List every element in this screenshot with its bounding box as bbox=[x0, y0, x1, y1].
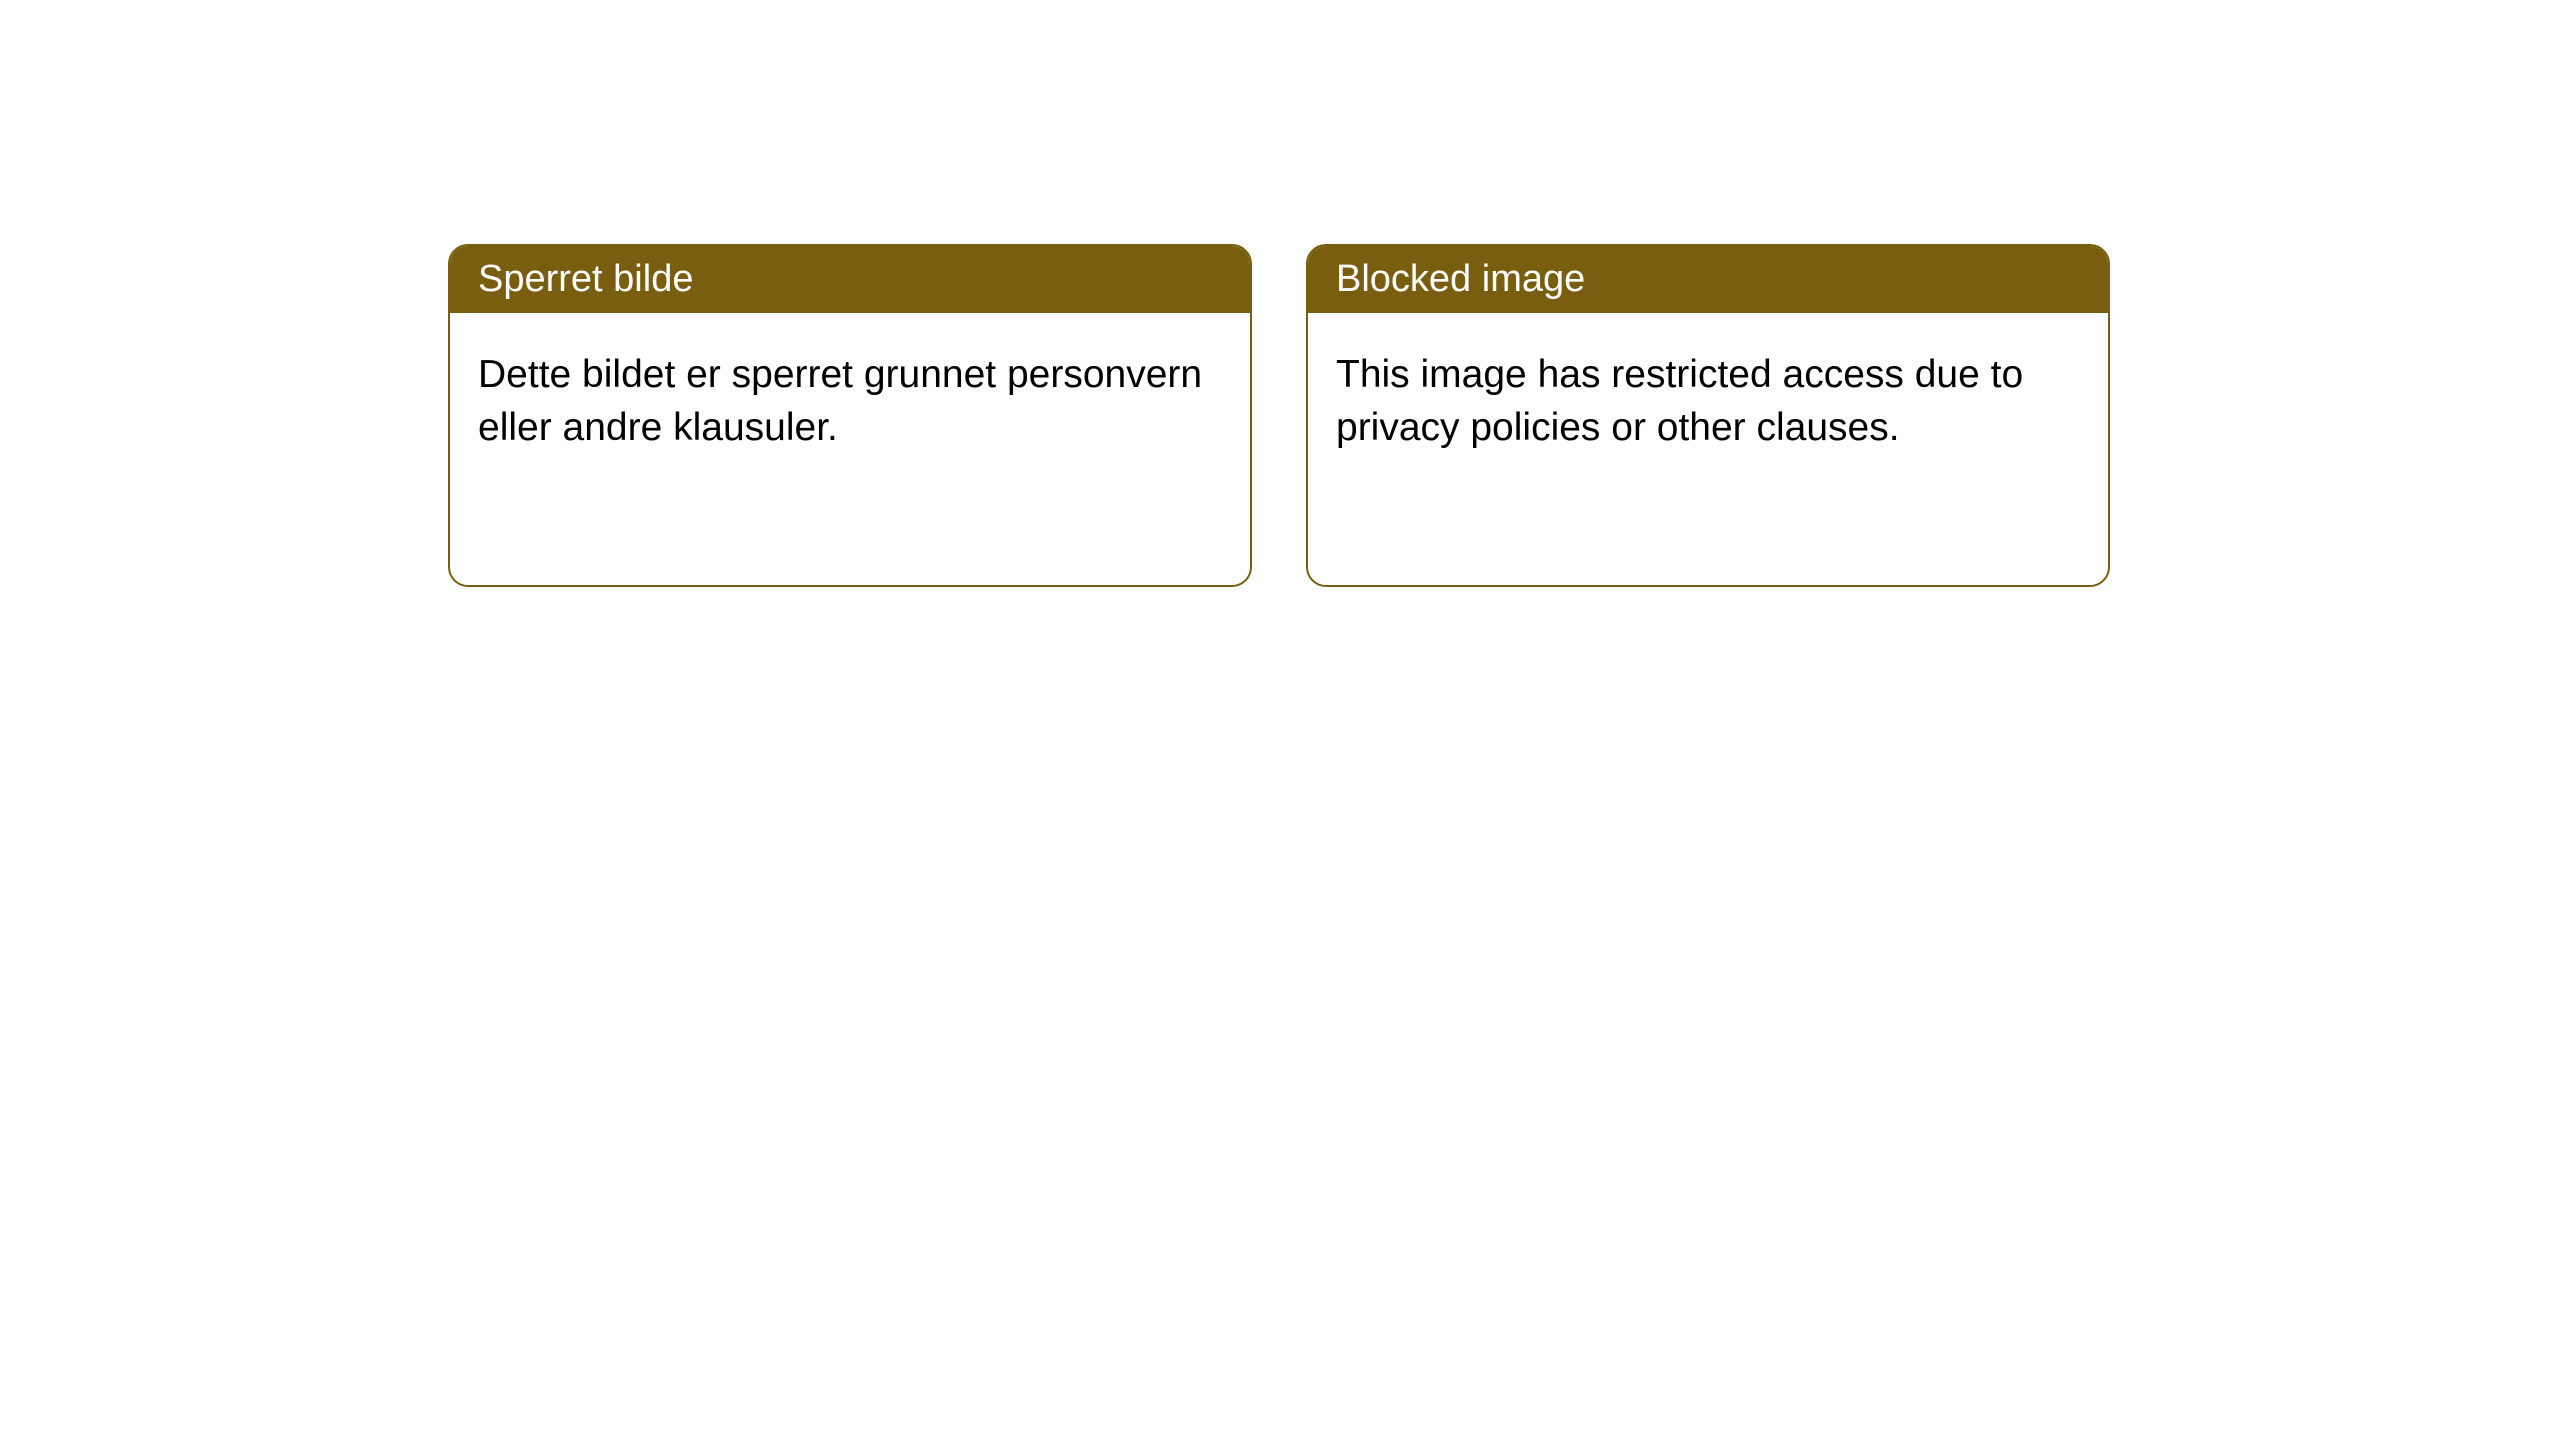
notice-card-norwegian: Sperret bilde Dette bildet er sperret gr… bbox=[448, 244, 1252, 587]
notice-card-title: Sperret bilde bbox=[450, 246, 1250, 313]
notice-card-english: Blocked image This image has restricted … bbox=[1306, 244, 2110, 587]
notice-container: Sperret bilde Dette bildet er sperret gr… bbox=[0, 0, 2560, 587]
notice-card-body: Dette bildet er sperret grunnet personve… bbox=[450, 313, 1250, 585]
notice-card-title: Blocked image bbox=[1308, 246, 2108, 313]
notice-card-body: This image has restricted access due to … bbox=[1308, 313, 2108, 585]
